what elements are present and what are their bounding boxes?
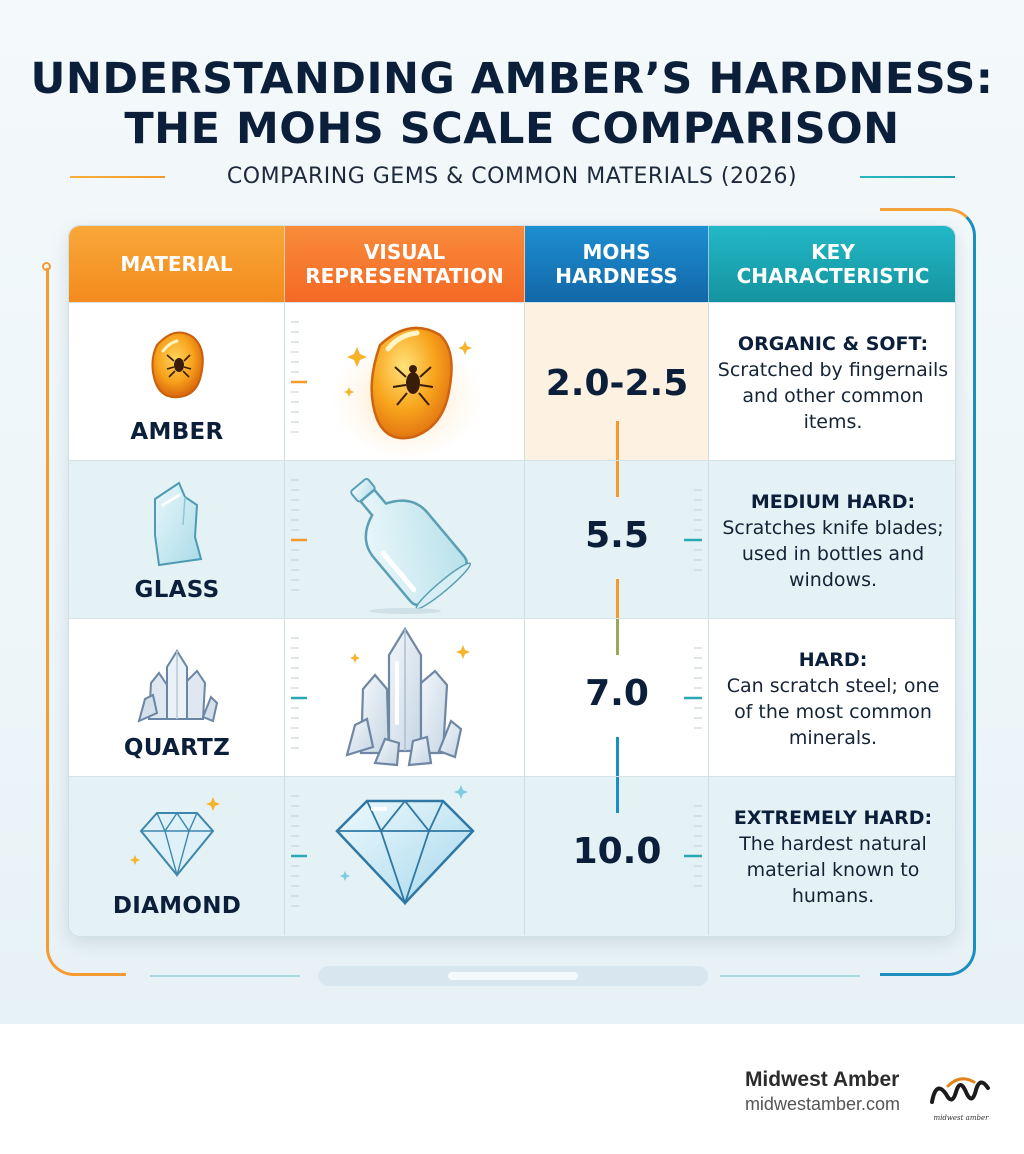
characteristic-heading: MEDIUM HARD: <box>750 491 916 513</box>
material-cell: QUARTZ <box>69 619 285 777</box>
table-row: DIAMOND <box>69 776 955 936</box>
scale-connector-line <box>616 461 619 497</box>
visual-cell <box>285 777 525 935</box>
ruler-left-decoration <box>291 321 307 433</box>
hardness-cell: 5.5 <box>525 461 709 619</box>
visual-cell <box>285 619 525 777</box>
brand-name: Midwest Amber <box>744 1068 900 1091</box>
header-key: KEY CHARACTERISTIC <box>709 226 955 302</box>
characteristic-text: HARD: Can scratch steel; one of the most… <box>717 647 949 751</box>
amber-with-insect-icon <box>331 326 483 456</box>
header-visual: VISUAL REPRESENTATION <box>285 226 525 302</box>
midwest-amber-logo-icon: midwest amber <box>930 1077 990 1122</box>
scale-connector-line <box>616 619 619 655</box>
logo-caption: midwest amber <box>934 1114 990 1122</box>
header-visual-line-2: REPRESENTATION <box>305 264 504 288</box>
hardness-cell: 10.0 <box>525 777 709 935</box>
table-row: QUARTZ <box>69 618 955 777</box>
ruler-left-decoration <box>291 795 307 907</box>
brand-url[interactable]: midwestamber.com <box>744 1094 900 1114</box>
characteristic-heading: HARD: <box>798 649 868 671</box>
ruler-right-decoration <box>684 489 702 571</box>
decorative-bar <box>318 966 708 986</box>
header-material-label: MATERIAL <box>120 252 233 276</box>
table-row: GLASS <box>69 460 955 619</box>
header-mohs-line-1: MOHS <box>582 240 651 264</box>
hardness-cell: 2.0-2.5 <box>525 303 709 461</box>
characteristic-heading: ORGANIC & SOFT: <box>737 333 929 355</box>
material-cell: DIAMOND <box>69 777 285 935</box>
ruler-left-decoration <box>291 479 307 591</box>
quartz-crystal-icon <box>345 626 470 767</box>
infographic-canvas: UNDERSTANDING AMBER’S HARDNESS: THE MOHS… <box>0 0 1024 1024</box>
subtitle-row: COMPARING GEMS & COMMON MATERIALS (2026) <box>0 160 1024 196</box>
footer: Midwest Amber midwestamber.com midwest a… <box>0 1024 1024 1154</box>
characteristic-description: Scratches knife blades; used in bottles … <box>722 517 944 591</box>
scale-connector-line <box>616 421 619 461</box>
characteristic-description: The hardest natural material known to hu… <box>739 833 927 907</box>
hardness-value: 2.0-2.5 <box>545 363 689 404</box>
hardness-comparison-table: MATERIAL VISUAL REPRESENTATION MOHS HARD… <box>68 225 956 937</box>
decorative-line <box>150 975 300 977</box>
characteristic-heading: EXTREMELY HARD: <box>733 807 933 829</box>
material-name: QUARTZ <box>123 735 231 761</box>
title-line-1: UNDERSTANDING AMBER’S HARDNESS: <box>30 54 994 104</box>
characteristic-cell: ORGANIC & SOFT: Scratched by fingernails… <box>709 303 955 461</box>
decorative-frame-left <box>46 268 126 976</box>
characteristic-text: EXTREMELY HARD: The hardest natural mate… <box>717 805 949 909</box>
amber-icon <box>151 331 204 399</box>
decorative-dot <box>42 262 51 271</box>
hardness-value: 5.5 <box>585 515 649 556</box>
header-key-line-2: CHARACTERISTIC <box>736 264 930 288</box>
characteristic-cell: HARD: Can scratch steel; one of the most… <box>709 619 955 777</box>
scale-connector-line <box>616 579 619 619</box>
material-name: GLASS <box>134 577 220 603</box>
material-cell: GLASS <box>69 461 285 619</box>
hardness-value: 7.0 <box>585 673 649 714</box>
hardness-value: 10.0 <box>572 831 662 872</box>
header-mohs-line-2: HARDNESS <box>555 264 678 288</box>
subtitle-rule-left <box>70 176 165 178</box>
material-cell: AMBER <box>69 303 285 461</box>
subtitle: COMPARING GEMS & COMMON MATERIALS (2026) <box>226 164 798 189</box>
visual-cell <box>285 303 525 461</box>
hardness-cell: 7.0 <box>525 619 709 777</box>
scale-connector-line <box>616 737 619 777</box>
brand-block: Midwest Amber midwestamber.com <box>745 1068 900 1115</box>
table-header: MATERIAL VISUAL REPRESENTATION MOHS HARD… <box>69 226 955 312</box>
table-row: AMBER <box>69 302 955 461</box>
characteristic-text: ORGANIC & SOFT: Scratched by fingernails… <box>717 331 949 435</box>
material-name: AMBER <box>130 419 224 445</box>
diamond-icon <box>335 785 475 906</box>
quartz-icon <box>137 649 219 723</box>
header-mohs: MOHS HARDNESS <box>525 226 709 312</box>
characteristic-description: Can scratch steel; one of the most commo… <box>726 675 940 749</box>
ruler-right-decoration <box>684 647 702 729</box>
glass-shard-icon <box>154 481 203 567</box>
visual-cell <box>285 461 525 619</box>
header-key-line-1: KEY <box>811 240 855 264</box>
ruler-right-decoration <box>684 805 702 887</box>
characteristic-cell: EXTREMELY HARD: The hardest natural mate… <box>709 777 955 935</box>
subtitle-rule-right <box>860 176 955 178</box>
ruler-left-decoration <box>291 637 307 749</box>
decorative-line <box>720 975 860 977</box>
characteristic-cell: MEDIUM HARD: Scratches knife blades; use… <box>709 461 955 619</box>
title-line-2: THE MOHS SCALE COMPARISON <box>124 104 900 154</box>
scale-connector-line <box>616 777 619 813</box>
material-name: DIAMOND <box>112 893 242 919</box>
header-material: MATERIAL <box>69 226 285 302</box>
diamond-small-icon <box>130 797 220 878</box>
characteristic-text: MEDIUM HARD: Scratches knife blades; use… <box>717 489 949 593</box>
decorative-frame-right <box>880 208 976 976</box>
header-visual-line-1: VISUAL <box>363 240 446 264</box>
characteristic-description: Scratched by fingernails and other commo… <box>717 359 949 433</box>
page-title: UNDERSTANDING AMBER’S HARDNESS: THE MOHS… <box>0 54 1024 154</box>
glass-bottle-icon <box>350 478 472 614</box>
